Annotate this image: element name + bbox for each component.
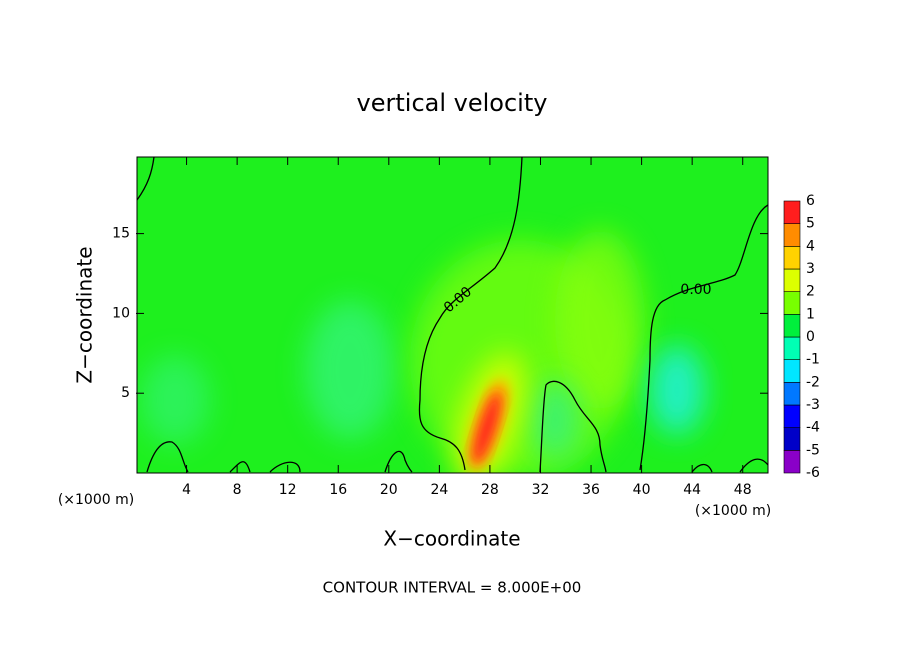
y-unit-label: (×1000 m) [695, 503, 771, 519]
colorbar-bin [783, 314, 801, 338]
x-tick-label: 48 [734, 482, 752, 498]
field [137, 157, 768, 473]
colorbar-bin [783, 404, 801, 428]
x-tick-label: 12 [279, 482, 297, 498]
x-tick-label: 32 [532, 482, 550, 498]
y-tick-label: 15 [112, 226, 130, 242]
x-tick-label: 36 [582, 482, 600, 498]
x-tick-label: 28 [481, 482, 499, 498]
colorbar-label: 4 [806, 238, 815, 254]
colorbar-label: -3 [806, 397, 820, 413]
colorbar-label: -6 [806, 465, 820, 481]
colorbar-bin [783, 427, 801, 451]
x-tick-label: 44 [683, 482, 701, 498]
x-tick-label: 16 [329, 482, 347, 498]
colorbar-label: -1 [806, 352, 820, 368]
colorbar-bin [783, 268, 801, 292]
x-unit-label: (×1000 m) [58, 492, 134, 508]
colorbar-label: 1 [806, 306, 815, 322]
footer: CONTOUR INTERVAL = 8.000E+00 [323, 579, 582, 597]
y-tick-label: 10 [112, 305, 130, 321]
colorbar-label: -4 [806, 420, 820, 436]
colorbar-bin [783, 223, 801, 247]
chart-title: vertical velocity [357, 89, 548, 117]
y-axis-label: Z−coordinate [73, 246, 97, 383]
colorbar-label: -2 [806, 374, 820, 390]
colorbar-bin [783, 246, 801, 270]
plot-frame [136, 156, 769, 474]
colorbar-label: -5 [806, 442, 820, 458]
colorbar-label: 5 [806, 216, 815, 232]
colorbar-label: 0 [806, 329, 815, 345]
contour-line [137, 157, 768, 473]
colorbar-label: 2 [806, 284, 815, 300]
colorbar-bin [783, 336, 801, 360]
x-tick-label: 4 [182, 482, 191, 498]
x-tick-label: 24 [430, 482, 448, 498]
x-tick-label: 20 [380, 482, 398, 498]
y-tick-label: 5 [121, 385, 130, 401]
colorbar-bin [783, 450, 801, 474]
x-tick-label: 40 [633, 482, 651, 498]
colorbar-bin [783, 291, 801, 315]
colorbar-label: 3 [806, 261, 815, 277]
colorbar-bin [783, 382, 801, 406]
colorbar-bin [783, 359, 801, 383]
x-tick-label: 8 [233, 482, 242, 498]
contour-label: 0.00 [680, 282, 711, 298]
colorbar-label: 6 [806, 193, 815, 209]
x-axis-label: X−coordinate [383, 527, 520, 551]
colorbar-bin [783, 200, 801, 224]
